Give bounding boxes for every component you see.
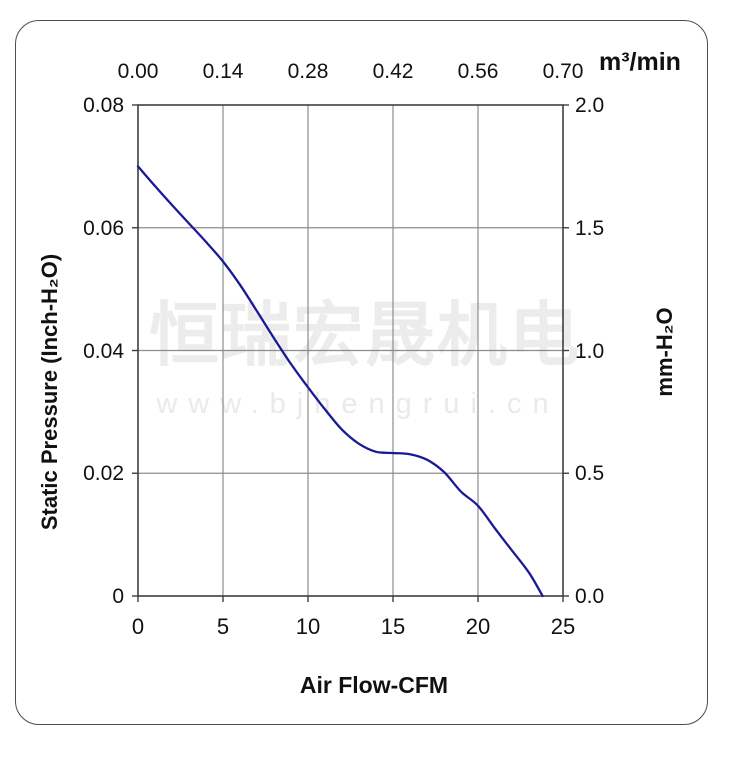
left-axis-title: Static Pressure (Inch-H₂O) bbox=[37, 253, 62, 531]
bottom-axis-tick-label: 25 bbox=[550, 614, 576, 639]
left-axis-tick-label: 0.06 bbox=[83, 216, 124, 240]
left-axis-tick-label: 0.04 bbox=[83, 339, 124, 363]
watermark-company: 恒瑞宏晟机电 bbox=[149, 296, 581, 374]
rounded-frame-border bbox=[15, 20, 708, 725]
right-axis-tick-label: 2.0 bbox=[575, 94, 605, 117]
bottom-axis-title: Air Flow-CFM bbox=[299, 672, 449, 698]
top-axis-unit-label: m³/min bbox=[599, 48, 681, 76]
left-axis-tick-label: 0 bbox=[112, 585, 124, 608]
bottom-axis-tick-label: 0 bbox=[131, 614, 145, 639]
right-axis-tick-label: 1.5 bbox=[575, 216, 605, 240]
pressure-curve bbox=[136, 165, 544, 598]
right-axis-tick-label: 1.0 bbox=[575, 339, 605, 363]
top-axis-tick-label: 0.14 bbox=[202, 60, 244, 83]
top-axis-tick-label: 0.56 bbox=[457, 60, 499, 83]
bottom-axis-tick-label: 5 bbox=[216, 614, 230, 639]
axis-border bbox=[137, 104, 564, 597]
right-axis-tick-label: 0.5 bbox=[575, 462, 605, 486]
top-axis-tick-label: 0.00 bbox=[117, 60, 159, 83]
left-axis-tick-label: 0.08 bbox=[83, 94, 124, 117]
top-axis-tick-label: 0.28 bbox=[287, 60, 329, 83]
bottom-axis-tick-label: 10 bbox=[295, 614, 321, 639]
left-axis-tick-label: 0.02 bbox=[83, 462, 124, 486]
top-axis-tick-label: 0.70 bbox=[542, 60, 584, 83]
top-axis-tick-label: 0.42 bbox=[372, 60, 414, 83]
right-axis-tick-label: 0.0 bbox=[575, 585, 605, 608]
bottom-axis-tick-label: 20 bbox=[465, 614, 491, 639]
bottom-axis-tick-label: 15 bbox=[380, 614, 406, 639]
watermark-website: www.bjhengrui.cn bbox=[156, 388, 560, 420]
right-axis-title: mm-H₂O bbox=[652, 307, 677, 397]
